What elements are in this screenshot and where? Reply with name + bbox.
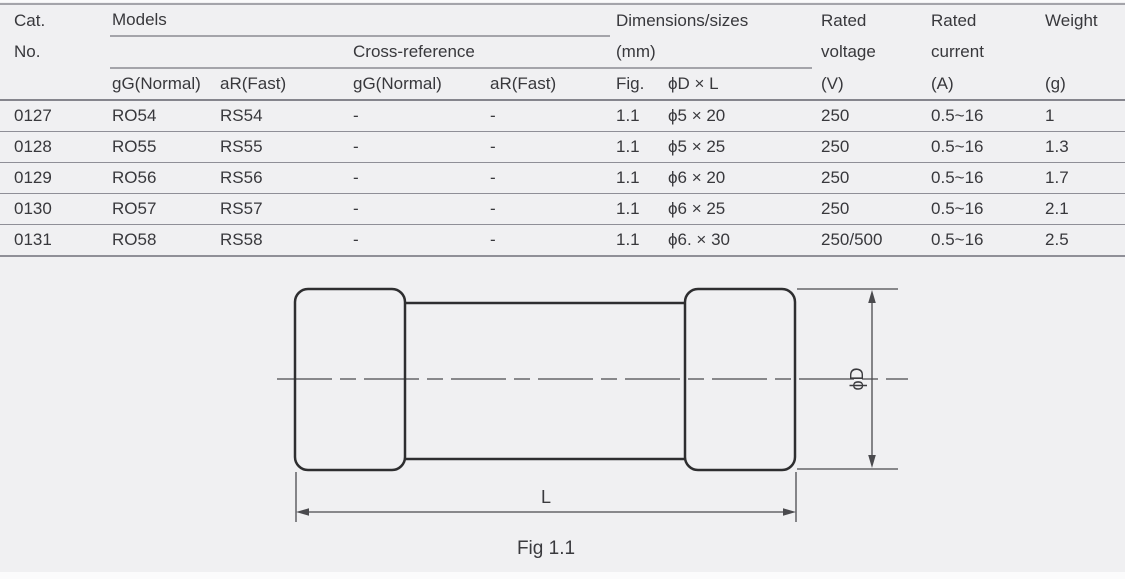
cell-model-gg: RO56 xyxy=(110,162,218,194)
table-row: 0131 RO58 RS58 - - 1.1 ϕ6. × 30 250/500 … xyxy=(0,224,1125,257)
cell-current: 0.5~16 xyxy=(922,193,1035,225)
fuse-right-end-cap xyxy=(683,287,797,472)
subheader-ar-fast-xref: aR(Fast) xyxy=(488,68,610,101)
cell-weight: 1.3 xyxy=(1034,131,1125,163)
cell-weight: 1.7 xyxy=(1034,162,1125,194)
header-row-3: gG(Normal) aR(Fast) gG(Normal) aR(Fast) … xyxy=(0,68,1125,101)
cell-dxl: ϕ6 × 20 xyxy=(662,162,813,194)
cell-fig: 1.1 xyxy=(610,131,662,163)
cell-voltage: 250 xyxy=(812,131,923,163)
cell-dxl: ϕ5 × 25 xyxy=(662,131,813,163)
length-label: L xyxy=(541,487,551,507)
subheader-gg-normal-xref: gG(Normal) xyxy=(351,68,488,101)
cell-voltage: 250/500 xyxy=(812,224,923,257)
cell-model-ar: RS58 xyxy=(218,224,351,257)
cell-model-gg: RO55 xyxy=(110,131,218,163)
cell-fig: 1.1 xyxy=(610,224,662,257)
length-arrow-right xyxy=(783,508,796,516)
top-edge-strip xyxy=(0,0,1125,2)
cell-cat-no: 0128 xyxy=(0,131,110,163)
cell-model-ar: RS57 xyxy=(218,193,351,225)
cell-xref-ar: - xyxy=(488,162,610,194)
header-rated-voltage: Rated xyxy=(821,10,867,30)
diameter-arrow-down xyxy=(868,455,876,468)
cell-dxl: ϕ6. × 30 xyxy=(662,224,813,257)
cell-model-gg: RO58 xyxy=(110,224,218,257)
length-arrow-left xyxy=(296,508,309,516)
cell-xref-gg: - xyxy=(351,193,488,225)
subheader-ar-fast-models: aR(Fast) xyxy=(218,68,351,101)
cell-cat-no: 0131 xyxy=(0,224,110,257)
fuse-spec-table: Cat. Models Dimensions/sizes Rated Rated… xyxy=(0,3,1125,257)
diameter-arrow-up xyxy=(868,290,876,303)
cell-model-ar: RS54 xyxy=(218,100,351,132)
cell-xref-ar: - xyxy=(488,131,610,163)
subheader-gram-unit: (g) xyxy=(1034,68,1125,101)
header-current-word: current xyxy=(931,42,984,61)
cell-voltage: 250 xyxy=(812,100,923,132)
fuse-left-end-cap xyxy=(293,287,407,472)
subheader-volt-unit: (V) xyxy=(812,68,923,101)
cell-fig: 1.1 xyxy=(610,100,662,132)
cell-cat-no: 0129 xyxy=(0,162,110,194)
cell-xref-ar: - xyxy=(488,193,610,225)
header-row-2: No. Cross-reference (mm) voltage current xyxy=(0,36,1125,69)
table-row: 0127 RO54 RS54 - - 1.1 ϕ5 × 20 250 0.5~1… xyxy=(0,100,1125,132)
cell-model-ar: RS55 xyxy=(218,131,351,163)
cell-current: 0.5~16 xyxy=(922,100,1035,132)
fuse-technical-drawing: ϕD L Fig 1.1 xyxy=(250,270,930,570)
cell-model-gg: RO57 xyxy=(110,193,218,225)
subheader-amp-unit: (A) xyxy=(922,68,1035,101)
header-dimensions: Dimensions/sizes xyxy=(616,10,749,30)
header-cat: Cat. xyxy=(14,10,46,30)
cell-xref-gg: - xyxy=(351,100,488,132)
cell-model-gg: RO54 xyxy=(110,100,218,132)
header-weight: Weight xyxy=(1045,10,1098,30)
header-voltage-word: voltage xyxy=(821,42,876,61)
cell-current: 0.5~16 xyxy=(922,131,1035,163)
subheader-fig: Fig. xyxy=(610,68,662,101)
figure-caption: Fig 1.1 xyxy=(517,538,575,559)
cell-xref-gg: - xyxy=(351,131,488,163)
cell-xref-gg: - xyxy=(351,224,488,257)
bottom-edge-strip xyxy=(0,572,1125,579)
cell-current: 0.5~16 xyxy=(922,162,1035,194)
cell-cat-no: 0130 xyxy=(0,193,110,225)
cell-current: 0.5~16 xyxy=(922,224,1035,257)
header-dimensions-mm: (mm) xyxy=(610,36,813,69)
diameter-label: ϕD xyxy=(847,367,867,390)
header-models: Models xyxy=(110,4,610,37)
table-row: 0128 RO55 RS55 - - 1.1 ϕ5 × 25 250 0.5~1… xyxy=(0,131,1125,163)
cell-xref-gg: - xyxy=(351,162,488,194)
cell-voltage: 250 xyxy=(812,193,923,225)
header-no: No. xyxy=(14,42,41,61)
cell-xref-ar: - xyxy=(488,224,610,257)
table-row: 0129 RO56 RS56 - - 1.1 ϕ6 × 20 250 0.5~1… xyxy=(0,162,1125,194)
header-row-1: Cat. Models Dimensions/sizes Rated Rated… xyxy=(0,4,1125,37)
cell-weight: 2.5 xyxy=(1034,224,1125,257)
cell-weight: 1 xyxy=(1034,100,1125,132)
subheader-gg-normal-models: gG(Normal) xyxy=(110,68,218,101)
cell-fig: 1.1 xyxy=(610,162,662,194)
cell-model-ar: RS56 xyxy=(218,162,351,194)
cell-voltage: 250 xyxy=(812,162,923,194)
header-rated-current: Rated xyxy=(931,10,977,30)
subheader-dxl: ϕD × L xyxy=(662,68,813,101)
cell-xref-ar: - xyxy=(488,100,610,132)
table-row: 0130 RO57 RS57 - - 1.1 ϕ6 × 25 250 0.5~1… xyxy=(0,193,1125,225)
cell-cat-no: 0127 xyxy=(0,100,110,132)
header-cross-reference: Cross-reference xyxy=(351,36,610,69)
cell-fig: 1.1 xyxy=(610,193,662,225)
cell-dxl: ϕ5 × 20 xyxy=(662,100,813,132)
cell-dxl: ϕ6 × 25 xyxy=(662,193,813,225)
cell-weight: 2.1 xyxy=(1034,193,1125,225)
